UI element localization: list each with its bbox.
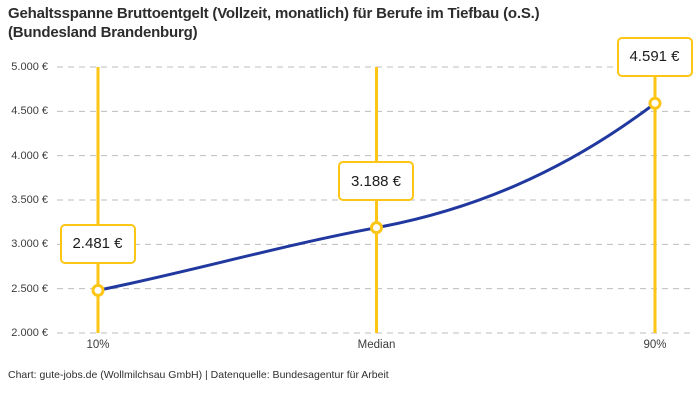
x-tick-label: 90%	[643, 339, 667, 351]
y-tick-label: 4.000 €	[11, 149, 48, 162]
y-tick-label: 5.000 €	[11, 61, 48, 73]
data-point-marker	[648, 96, 662, 110]
data-point-marker	[91, 283, 105, 297]
chart-title-line1: Gehaltsspanne Bruttoentgelt (Vollzeit, m…	[8, 5, 540, 22]
chart-credit: Chart: gute-jobs.de (Wollmilchsau GmbH) …	[8, 369, 389, 381]
value-label-box: 2.481 €	[59, 223, 136, 264]
y-tick-label: 2.000 €	[11, 327, 48, 339]
value-label-box: 4.591 €	[616, 36, 693, 77]
x-tick-label: 10%	[86, 339, 110, 351]
y-tick-label: 4.500 €	[11, 105, 48, 118]
y-tick-label: 3.500 €	[11, 194, 48, 206]
y-tick-label: 2.500 €	[11, 282, 48, 295]
x-tick-label: Median	[357, 339, 396, 351]
data-point-marker	[370, 221, 383, 235]
chart-title: Gehaltsspanne Bruttoentgelt (Vollzeit, m…	[8, 4, 628, 42]
value-label-box: 3.188 €	[338, 161, 414, 202]
y-tick-label: 3.000 €	[11, 238, 48, 251]
chart-title-line2: (Bundesland Brandenburg)	[8, 24, 198, 41]
